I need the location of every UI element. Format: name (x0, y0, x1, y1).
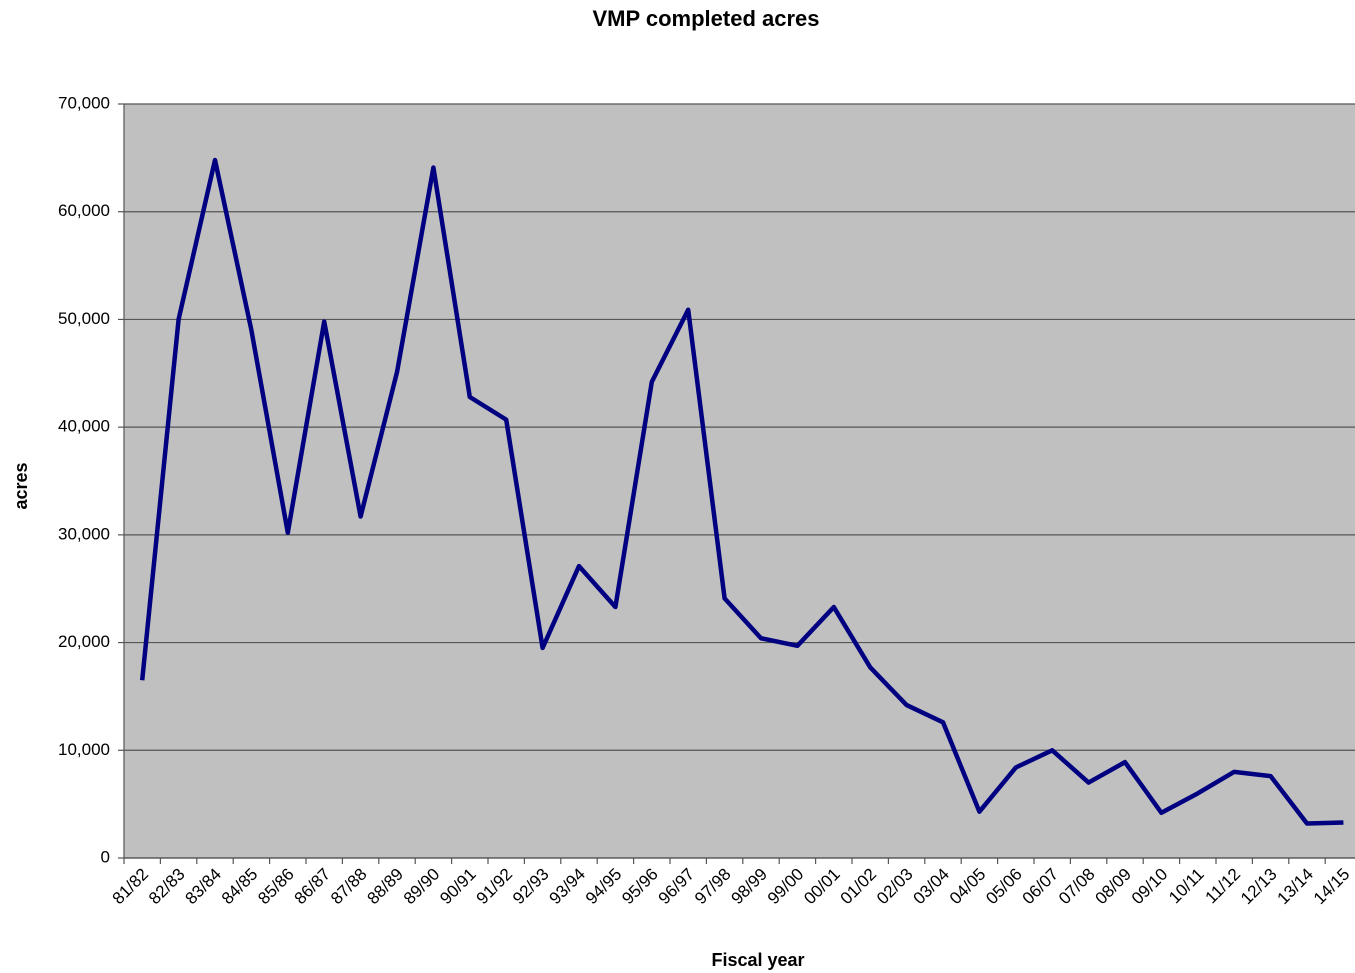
x-tick-label: 04/05 (946, 865, 990, 909)
x-tick-label: 90/91 (436, 865, 480, 909)
y-tick-label: 40,000 (58, 417, 110, 436)
x-tick-label: 83/84 (181, 865, 225, 909)
x-tick-label: 82/83 (145, 865, 189, 909)
chart-title: VMP completed acres (592, 6, 819, 31)
x-tick-label: 13/14 (1273, 865, 1317, 909)
x-tick-label: 89/90 (400, 865, 444, 909)
x-tick-label: 88/89 (363, 865, 407, 909)
x-tick-label: 85/86 (254, 865, 298, 909)
x-tick-label: 11/12 (1202, 865, 1245, 908)
x-tick-label: 84/85 (218, 865, 262, 909)
x-tick-label: 06/07 (1019, 865, 1063, 909)
x-tick-label: 12/13 (1237, 865, 1281, 909)
y-tick-label: 30,000 (58, 524, 110, 543)
x-tick-label: 95/96 (618, 865, 662, 909)
x-tick-label: 07/08 (1055, 865, 1099, 909)
x-tick-label: 91/92 (473, 865, 517, 909)
x-tick-label: 86/87 (291, 865, 335, 909)
x-tick-label: 94/95 (582, 865, 626, 909)
y-axis-title: acres (11, 462, 31, 509)
x-axis-title: Fiscal year (711, 950, 804, 970)
x-tick-label: 14/15 (1310, 865, 1354, 909)
y-tick-label: 0 (101, 847, 110, 866)
data-line (139, 157, 1344, 826)
x-tick-label: 96/97 (655, 865, 699, 909)
x-tick-label: 01/02 (837, 865, 881, 909)
x-tick-label: 93/94 (545, 865, 589, 909)
x-tick-label: 05/06 (982, 865, 1026, 909)
x-tick-label: 92/93 (509, 865, 553, 909)
x-tick-label: 00/01 (800, 865, 844, 909)
x-tick-label: 97/98 (691, 865, 735, 909)
y-tick-label: 10,000 (58, 740, 110, 759)
plot-area (124, 104, 1355, 858)
x-tick-label: 81/82 (109, 865, 153, 909)
x-tick-label: 02/03 (873, 865, 917, 909)
y-tick-label: 20,000 (58, 632, 110, 651)
x-tick-label: 98/99 (727, 865, 771, 909)
x-tick-label: 08/09 (1091, 865, 1135, 909)
x-tick-label: 03/04 (909, 865, 953, 909)
x-tick-label: 99/00 (764, 865, 808, 909)
y-tick-label: 50,000 (58, 309, 110, 328)
x-tick-label: 09/10 (1128, 865, 1172, 909)
x-tick-label: 87/88 (327, 865, 371, 909)
y-tick-label: 60,000 (58, 201, 110, 220)
y-tick-label: 70,000 (58, 93, 110, 112)
x-tick-label: 10/11 (1165, 865, 1208, 908)
